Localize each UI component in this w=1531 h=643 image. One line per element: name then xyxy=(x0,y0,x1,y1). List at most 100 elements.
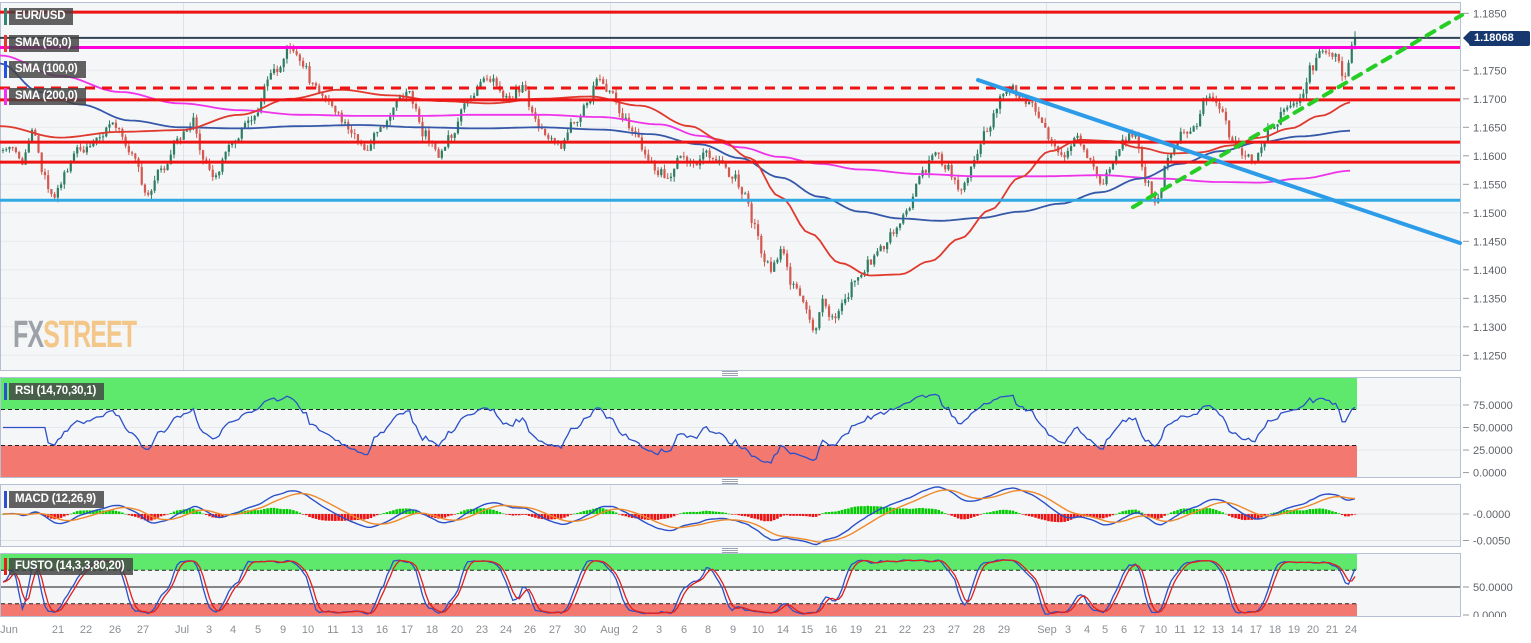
svg-text:1.1550: 1.1550 xyxy=(1473,179,1507,191)
svg-text:1.1300: 1.1300 xyxy=(1473,322,1507,334)
svg-text:13: 13 xyxy=(351,624,363,636)
legend-sma100[interactable]: SMA (100,0) xyxy=(9,61,86,78)
x-axis-strip: Jun 21 22 26 27 Jul 3 4 5 9 10 11 13 16 17 18 20 23 24 26 27… xyxy=(0,617,1531,643)
svg-text:Jun: Jun xyxy=(0,624,18,636)
svg-text:50.0000: 50.0000 xyxy=(1473,582,1513,594)
svg-text:1.1250: 1.1250 xyxy=(1473,350,1507,362)
svg-text:3: 3 xyxy=(656,624,662,636)
svg-text:25.0000: 25.0000 xyxy=(1473,445,1513,457)
svg-text:17: 17 xyxy=(401,624,413,636)
svg-text:1.1650: 1.1650 xyxy=(1473,122,1507,134)
fxstreet-watermark: FXSTREET xyxy=(13,314,137,357)
svg-text:4: 4 xyxy=(1084,624,1090,636)
svg-text:23: 23 xyxy=(923,624,935,636)
legend-sma200[interactable]: SMA (200,0) xyxy=(9,88,86,105)
svg-text:19: 19 xyxy=(1288,624,1300,636)
rsi-tick-icon xyxy=(4,383,7,400)
svg-text:3: 3 xyxy=(206,624,212,636)
watermark-fx: FX xyxy=(13,314,44,356)
svg-text:18: 18 xyxy=(1269,624,1281,636)
svg-text:20: 20 xyxy=(451,624,463,636)
rsi-label: RSI (14,70,30,1) xyxy=(15,385,97,397)
svg-text:1.1450: 1.1450 xyxy=(1473,236,1507,248)
rsi-panel: 75.0000 50.0000 25.0000 0.0000 RSI (14,70,3… xyxy=(0,377,1531,478)
symbol-label: EUR/USD xyxy=(15,10,66,22)
svg-text:27: 27 xyxy=(948,624,960,636)
svg-text:17: 17 xyxy=(1250,624,1262,636)
stoch-plot[interactable]: 50.0000 0.0000 xyxy=(0,553,1531,617)
svg-text:9: 9 xyxy=(730,624,736,636)
macd-panel: -0.0000 -0.0050 MACD (12,26,9) xyxy=(0,484,1531,547)
svg-text:20: 20 xyxy=(1307,624,1319,636)
sma50-label: SMA (50,0) xyxy=(15,37,72,49)
svg-text:0.0000: 0.0000 xyxy=(1473,468,1507,478)
rsi-plot[interactable]: 75.0000 50.0000 25.0000 0.0000 xyxy=(0,377,1531,478)
stoch-tick-icon xyxy=(4,558,7,575)
svg-text:11: 11 xyxy=(1174,624,1185,636)
main-price-plot[interactable]: 1.1850 1.1750 1.1700 1.1650 1.1600 1.1550 1.15… xyxy=(0,2,1531,371)
svg-text:10: 10 xyxy=(1155,624,1167,636)
svg-text:21: 21 xyxy=(875,624,887,636)
x-axis[interactable]: Jun 21 22 26 27 Jul 3 4 5 9 10 11 13 16 17 18 20 23 24 26 27… xyxy=(0,617,1531,643)
svg-text:Jul: Jul xyxy=(175,624,189,636)
symbol-tick-icon xyxy=(4,8,7,25)
panel-resize-grip[interactable] xyxy=(722,371,738,376)
sma100-label: SMA (100,0) xyxy=(15,63,78,75)
svg-text:9: 9 xyxy=(280,624,286,636)
panel-resize-grip[interactable] xyxy=(722,548,738,553)
svg-text:21: 21 xyxy=(1326,624,1338,636)
svg-text:18: 18 xyxy=(426,624,438,636)
svg-text:28: 28 xyxy=(973,624,985,636)
svg-text:1.1850: 1.1850 xyxy=(1473,8,1507,20)
svg-text:2: 2 xyxy=(632,624,638,636)
svg-text:15: 15 xyxy=(801,624,813,636)
svg-text:1.1700: 1.1700 xyxy=(1473,94,1507,106)
svg-text:1.1500: 1.1500 xyxy=(1473,208,1507,220)
svg-text:13: 13 xyxy=(1212,624,1224,636)
svg-text:5: 5 xyxy=(1102,624,1108,636)
svg-text:10: 10 xyxy=(302,624,314,636)
svg-text:26: 26 xyxy=(524,624,536,636)
svg-text:14: 14 xyxy=(777,624,789,636)
sma200-tick-icon xyxy=(4,88,7,105)
svg-text:6: 6 xyxy=(1121,624,1127,636)
svg-text:22: 22 xyxy=(899,624,911,636)
svg-text:0.0000: 0.0000 xyxy=(1473,610,1507,617)
svg-text:1.1350: 1.1350 xyxy=(1473,293,1507,305)
legend-sma50[interactable]: SMA (50,0) xyxy=(9,35,80,52)
legend-rsi[interactable]: RSI (14,70,30,1) xyxy=(9,383,105,400)
svg-text:24: 24 xyxy=(500,624,512,636)
stoch-panel: 50.0000 0.0000 FUSTO (14,3,3,80,20) xyxy=(0,553,1531,617)
svg-text:27: 27 xyxy=(549,624,561,636)
macd-plot[interactable]: -0.0000 -0.0050 xyxy=(0,484,1531,547)
legend-symbol[interactable]: EUR/USD xyxy=(9,8,74,25)
svg-text:4: 4 xyxy=(230,624,236,636)
svg-text:Aug: Aug xyxy=(600,624,620,636)
macd-tick-icon xyxy=(4,491,7,508)
svg-text:19: 19 xyxy=(850,624,862,636)
svg-text:11: 11 xyxy=(327,624,338,636)
sma200-label: SMA (200,0) xyxy=(15,90,78,102)
svg-text:10: 10 xyxy=(752,624,764,636)
svg-text:-0.0000: -0.0000 xyxy=(1473,509,1510,521)
legend-macd[interactable]: MACD (12,26,9) xyxy=(9,491,104,508)
svg-text:6: 6 xyxy=(681,624,687,636)
legend-stoch[interactable]: FUSTO (14,3,3,80,20) xyxy=(9,558,133,575)
main-chart-panel: 1.1850 1.1750 1.1700 1.1650 1.1600 1.1550 1.15… xyxy=(0,2,1531,371)
svg-text:3: 3 xyxy=(1065,624,1071,636)
svg-text:1.1600: 1.1600 xyxy=(1473,151,1507,163)
svg-text:5: 5 xyxy=(255,624,261,636)
watermark-street: STREET xyxy=(43,314,137,356)
svg-text:23: 23 xyxy=(476,624,488,636)
svg-text:21: 21 xyxy=(52,624,64,636)
panel-resize-grip[interactable] xyxy=(722,479,738,484)
svg-text:7: 7 xyxy=(1139,624,1145,636)
svg-text:Sep: Sep xyxy=(1037,624,1057,636)
svg-text:1.1400: 1.1400 xyxy=(1473,265,1507,277)
svg-text:-0.0050: -0.0050 xyxy=(1473,535,1510,547)
svg-text:22: 22 xyxy=(80,624,92,636)
svg-text:14: 14 xyxy=(1231,624,1243,636)
svg-text:24: 24 xyxy=(1345,624,1357,636)
svg-text:29: 29 xyxy=(998,624,1010,636)
